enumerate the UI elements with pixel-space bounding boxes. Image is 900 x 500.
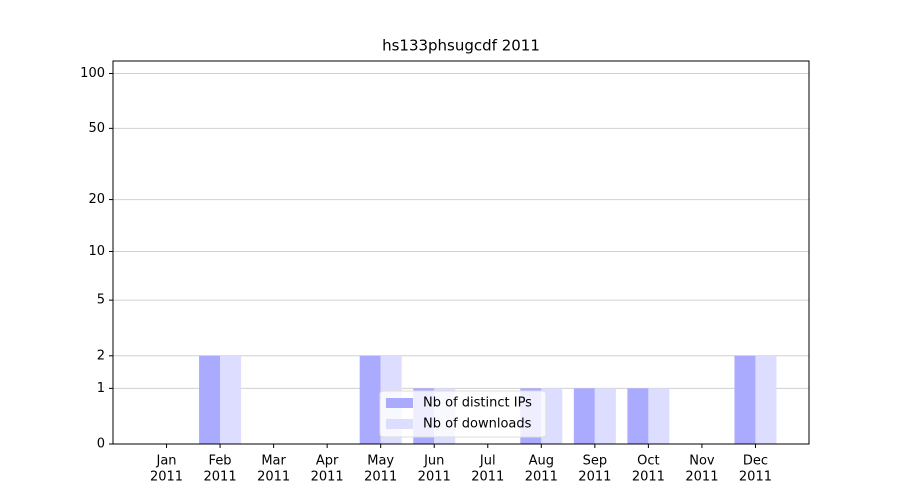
legend-box — [379, 390, 547, 438]
x-tick-label: Nov — [689, 454, 715, 469]
x-tick-label: 2011 — [364, 470, 397, 485]
x-tick-label: 2011 — [150, 470, 183, 485]
x-tick-label: 2011 — [578, 470, 611, 485]
y-tick-label: 20 — [88, 192, 105, 207]
x-tick-label: Dec — [743, 454, 768, 469]
x-tick-label: 2011 — [311, 470, 344, 485]
y-tick-label: 5 — [97, 293, 105, 308]
x-tick-label: Aug — [529, 454, 554, 469]
x-tick-label: 2011 — [739, 470, 772, 485]
x-tick-label: 2011 — [257, 470, 290, 485]
x-tick-label: Jan — [156, 454, 177, 469]
x-tick-label: Jun — [423, 454, 444, 469]
legend-swatch — [386, 398, 413, 408]
plot-frame — [112, 60, 810, 445]
x-tick-label: 2011 — [204, 470, 237, 485]
y-tick-label: 100 — [80, 66, 105, 81]
x-tick-label: May — [367, 454, 394, 469]
x-tick-label: 2011 — [525, 470, 558, 485]
bar — [541, 388, 563, 444]
x-tick-label: 2011 — [632, 470, 665, 485]
x-tick-label: Apr — [316, 454, 339, 469]
legend-label: Nb of downloads — [423, 417, 532, 432]
bar — [199, 355, 221, 444]
bar — [220, 355, 242, 444]
x-tick-label: Oct — [637, 454, 659, 469]
bar — [755, 355, 777, 444]
y-tick-label: 0 — [97, 437, 105, 452]
y-tick-label: 10 — [88, 244, 105, 259]
x-tick-label: Feb — [209, 454, 232, 469]
y-tick-label: 1 — [97, 381, 105, 396]
x-tick-label: 2011 — [685, 470, 718, 485]
legend-swatch — [386, 419, 413, 429]
bar — [573, 388, 595, 444]
x-tick-label: 2011 — [471, 470, 504, 485]
chart-title: hs133phsugcdf 2011 — [382, 37, 540, 55]
y-tick-label: 50 — [88, 121, 105, 136]
bar — [594, 388, 616, 444]
bar — [359, 355, 381, 444]
bar — [734, 355, 756, 444]
x-tick-label: Jul — [479, 454, 496, 469]
legend-label: Nb of distinct IPs — [423, 396, 532, 411]
x-tick-label: Sep — [583, 454, 608, 469]
x-tick-label: Mar — [261, 454, 286, 469]
x-tick-label: 2011 — [418, 470, 451, 485]
y-tick-label: 2 — [97, 348, 105, 363]
bar — [648, 388, 670, 444]
bar — [627, 388, 649, 444]
